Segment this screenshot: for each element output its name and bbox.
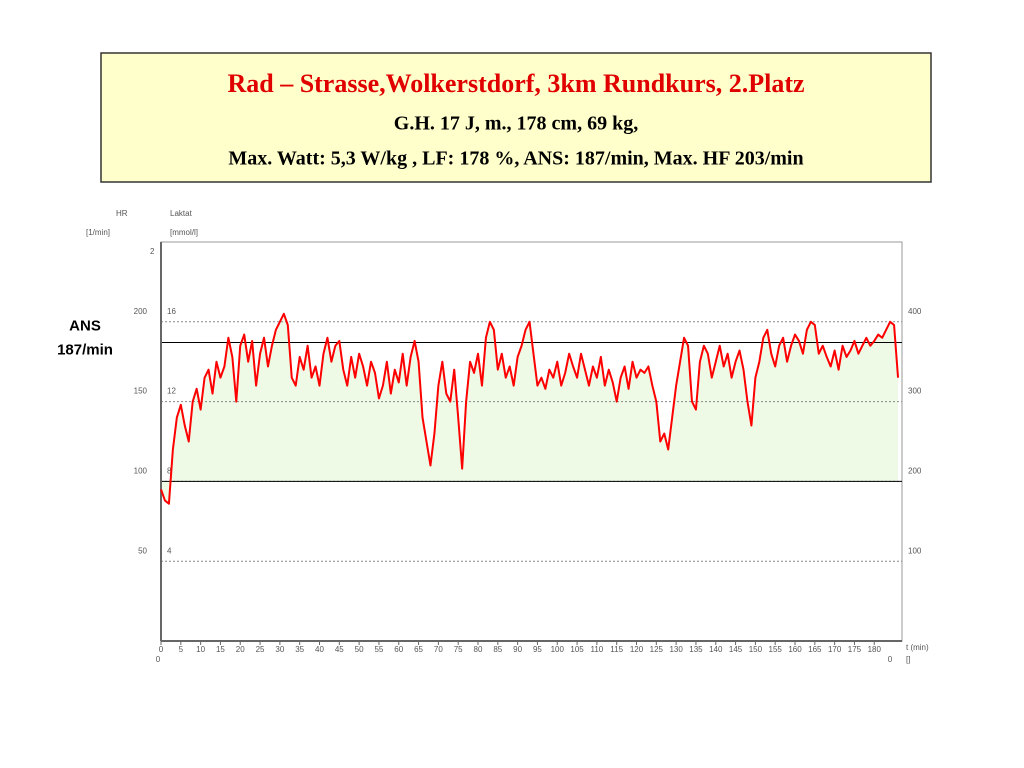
axis-label: [mmol/l] bbox=[170, 228, 198, 237]
y2-tick-label: 200 bbox=[908, 467, 922, 476]
x-tick-label: 65 bbox=[414, 645, 423, 654]
x-tick-label: 85 bbox=[493, 645, 502, 654]
axis-label: [1/min] bbox=[86, 228, 110, 237]
y-tick-label: 100 bbox=[134, 467, 148, 476]
x-tick-label: 60 bbox=[394, 645, 403, 654]
x-tick-label: 50 bbox=[355, 645, 364, 654]
y3-tick-label: 8 bbox=[167, 467, 172, 476]
x-tick-label: 150 bbox=[749, 645, 763, 654]
y2-tick-label: 300 bbox=[908, 387, 922, 396]
hr-line bbox=[160, 312, 900, 505]
x-tick-label: 15 bbox=[216, 645, 225, 654]
x-tick-label: 140 bbox=[709, 645, 723, 654]
y-tick-label: 150 bbox=[134, 387, 148, 396]
x-tick-label: 45 bbox=[335, 645, 344, 654]
subtitle: Max. Watt: 5,3 W/kg , LF: 178 %, ANS: 18… bbox=[228, 148, 803, 170]
x-tick-label: 180 bbox=[868, 645, 882, 654]
x-tick-label: 40 bbox=[315, 645, 324, 654]
y3-tick-label: 12 bbox=[167, 387, 176, 396]
y3-tick-label: 4 bbox=[167, 546, 172, 555]
x-tick-label: 125 bbox=[650, 645, 664, 654]
x-tick-label: 115 bbox=[610, 645, 623, 654]
x-tick-label: 10 bbox=[196, 645, 205, 654]
chart-title: Rad – Strasse,Wolkerstdorf, 3km Rundkurs… bbox=[227, 69, 804, 98]
x-tick-label: 130 bbox=[669, 645, 683, 654]
x-tick-label: 20 bbox=[236, 645, 245, 654]
y2-tick-label: 400 bbox=[908, 307, 922, 316]
x-tick-label: 35 bbox=[295, 645, 304, 654]
x-tick-label: 0 bbox=[159, 645, 164, 654]
x-tick-label: 170 bbox=[828, 645, 842, 654]
x-tick-label: 25 bbox=[256, 645, 265, 654]
title-box bbox=[100, 52, 932, 183]
y-tick-label: 50 bbox=[138, 546, 147, 555]
x-tick-label: 155 bbox=[769, 645, 783, 654]
reference-label: ANS bbox=[69, 318, 101, 335]
x-tick-label: 70 bbox=[434, 645, 443, 654]
x-tick-label: 160 bbox=[788, 645, 802, 654]
subtitle: G.H. 17 J, m., 178 cm, 69 kg, bbox=[394, 113, 638, 135]
x-tick-label: 145 bbox=[729, 645, 743, 654]
y2-tick-label: 100 bbox=[908, 546, 922, 555]
x-tick-label: 75 bbox=[454, 645, 463, 654]
x-tick-label: 5 bbox=[179, 645, 184, 654]
axis-label: HR bbox=[116, 209, 128, 218]
x-tick-label: 95 bbox=[533, 645, 542, 654]
x2-label: 0 bbox=[888, 655, 893, 664]
reference-label: 187/min bbox=[57, 342, 113, 359]
x-tick-label: 175 bbox=[848, 645, 862, 654]
x2-label: 0 bbox=[156, 655, 161, 664]
x-tick-label: 135 bbox=[689, 645, 703, 654]
top-label: 2 bbox=[150, 247, 155, 256]
x-tick-label: 100 bbox=[551, 645, 565, 654]
x-tick-label: 105 bbox=[570, 645, 584, 654]
axis-label: t (min) bbox=[906, 643, 929, 652]
x-tick-label: 165 bbox=[808, 645, 822, 654]
x-tick-label: 80 bbox=[474, 645, 483, 654]
y3-tick-label: 16 bbox=[167, 307, 176, 316]
area-fill bbox=[161, 313, 899, 504]
y-tick-label: 200 bbox=[134, 307, 148, 316]
x-tick-label: 90 bbox=[513, 645, 522, 654]
axis-label: [] bbox=[906, 655, 910, 664]
axis-label: Laktat bbox=[170, 209, 193, 218]
x-tick-label: 110 bbox=[590, 645, 603, 654]
x-tick-label: 55 bbox=[374, 645, 383, 654]
x-tick-label: 30 bbox=[275, 645, 284, 654]
x-tick-label: 120 bbox=[630, 645, 644, 654]
